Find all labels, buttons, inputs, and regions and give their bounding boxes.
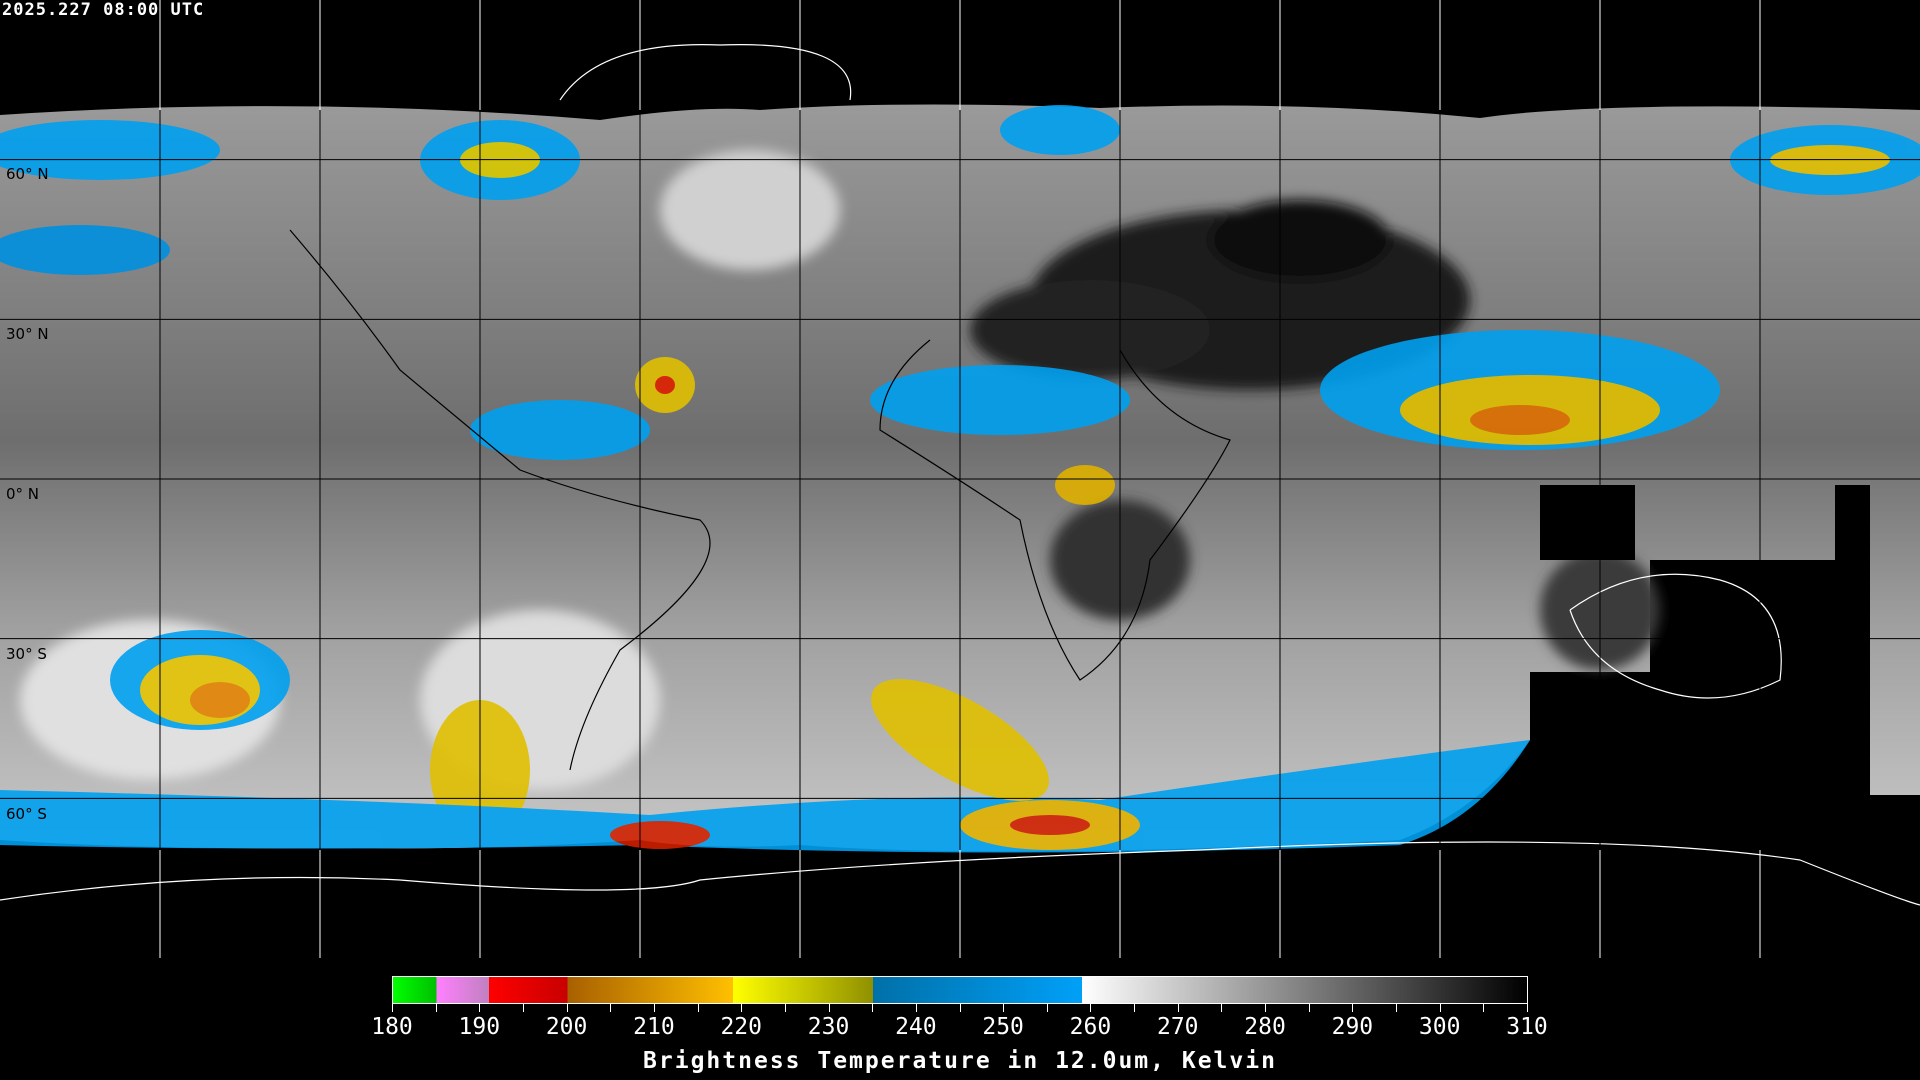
satellite-map <box>0 0 1920 958</box>
colorbar-tick <box>1046 1004 1048 1012</box>
colorbar-tick-label: 180 <box>371 1014 413 1040</box>
cold-cloud-tops <box>0 105 1920 853</box>
colorbar-tick <box>697 1004 699 1012</box>
colorbar-tick <box>1134 1004 1136 1012</box>
lat-label-0n: 0° N <box>6 485 40 503</box>
coastline-antarctica <box>0 841 1920 906</box>
colorbar-tick <box>1003 1004 1005 1012</box>
colorbar-tick <box>1221 1004 1223 1012</box>
lat-label-60n: 60° N <box>6 165 49 183</box>
coastline-africa <box>879 339 1231 681</box>
colorbar-tick-label: 210 <box>633 1014 675 1040</box>
timestamp: 2025.227 08:00 UTC <box>2 0 205 20</box>
colorbar-tick <box>435 1004 437 1012</box>
coastline-greenland <box>559 44 852 101</box>
colorbar-tick-label: 280 <box>1244 1014 1286 1040</box>
colorbar-tick-label: 200 <box>545 1014 588 1040</box>
colorbar-tick <box>915 1004 917 1012</box>
colorbar <box>392 976 1528 1004</box>
colorbar-tick <box>566 1004 568 1012</box>
colorbar-tick-label: 260 <box>1069 1014 1112 1040</box>
colorbar-tick <box>1483 1004 1485 1012</box>
colorbar-tick <box>872 1004 874 1012</box>
colorbar-tick <box>1308 1004 1310 1012</box>
colorbar-tick <box>1439 1004 1441 1012</box>
colorbar-tick <box>653 1004 655 1012</box>
colorbar-tick <box>959 1004 961 1012</box>
colorbar-tick <box>1352 1004 1354 1012</box>
colorbar-tick <box>610 1004 612 1012</box>
colorbar-tick-label: 220 <box>720 1014 762 1040</box>
colorbar-tick <box>1090 1004 1092 1012</box>
colorbar-tick <box>392 1004 393 1012</box>
lat-label-60s: 60° S <box>6 805 47 823</box>
colorbar-tick-label: 240 <box>895 1014 937 1040</box>
colorbar-tick <box>828 1004 830 1012</box>
colorbar-tick-label: 290 <box>1331 1014 1374 1040</box>
colorbar-tick-label: 310 <box>1506 1014 1548 1040</box>
coastline-australia <box>1569 573 1782 699</box>
coastlines <box>0 44 1920 906</box>
colorbar-title: Brightness Temperature in 12.0um, Kelvin <box>643 1048 1277 1074</box>
colorbar-tick-label: 190 <box>458 1014 501 1040</box>
colorbar-tick <box>1177 1004 1179 1012</box>
colorbar-tick-label: 230 <box>807 1014 850 1040</box>
graticule <box>159 0 1761 958</box>
colorbar-tick <box>1527 1004 1528 1012</box>
lat-label-30n: 30° N <box>6 325 49 343</box>
colorbar-tick-label: 300 <box>1418 1014 1461 1040</box>
colorbar-tick <box>522 1004 524 1012</box>
lat-label-30s: 30° S <box>6 645 47 663</box>
colorbar-tick <box>1396 1004 1398 1012</box>
colorbar-tick <box>1265 1004 1267 1012</box>
colorbar-tick-label: 270 <box>1156 1014 1199 1040</box>
colorbar-tick <box>479 1004 481 1012</box>
colorbar-tick-label: 250 <box>982 1014 1024 1040</box>
coastline-americas <box>289 229 711 771</box>
colorbar-tick <box>741 1004 743 1012</box>
colorbar-tick <box>784 1004 786 1012</box>
